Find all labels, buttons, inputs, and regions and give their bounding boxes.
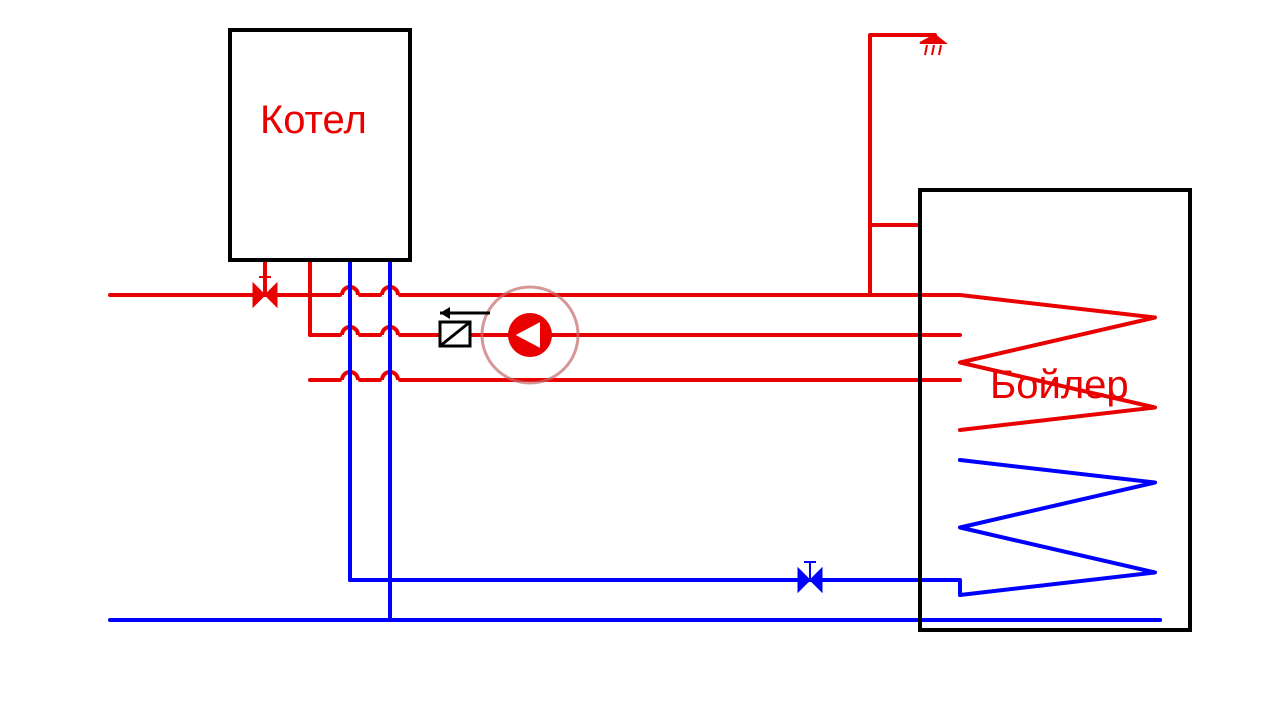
boiler-label: Бойлер xyxy=(990,363,1129,408)
kotel-label: Котел xyxy=(260,98,367,143)
kotel-box xyxy=(230,30,410,260)
heating-diagram xyxy=(0,0,1280,720)
